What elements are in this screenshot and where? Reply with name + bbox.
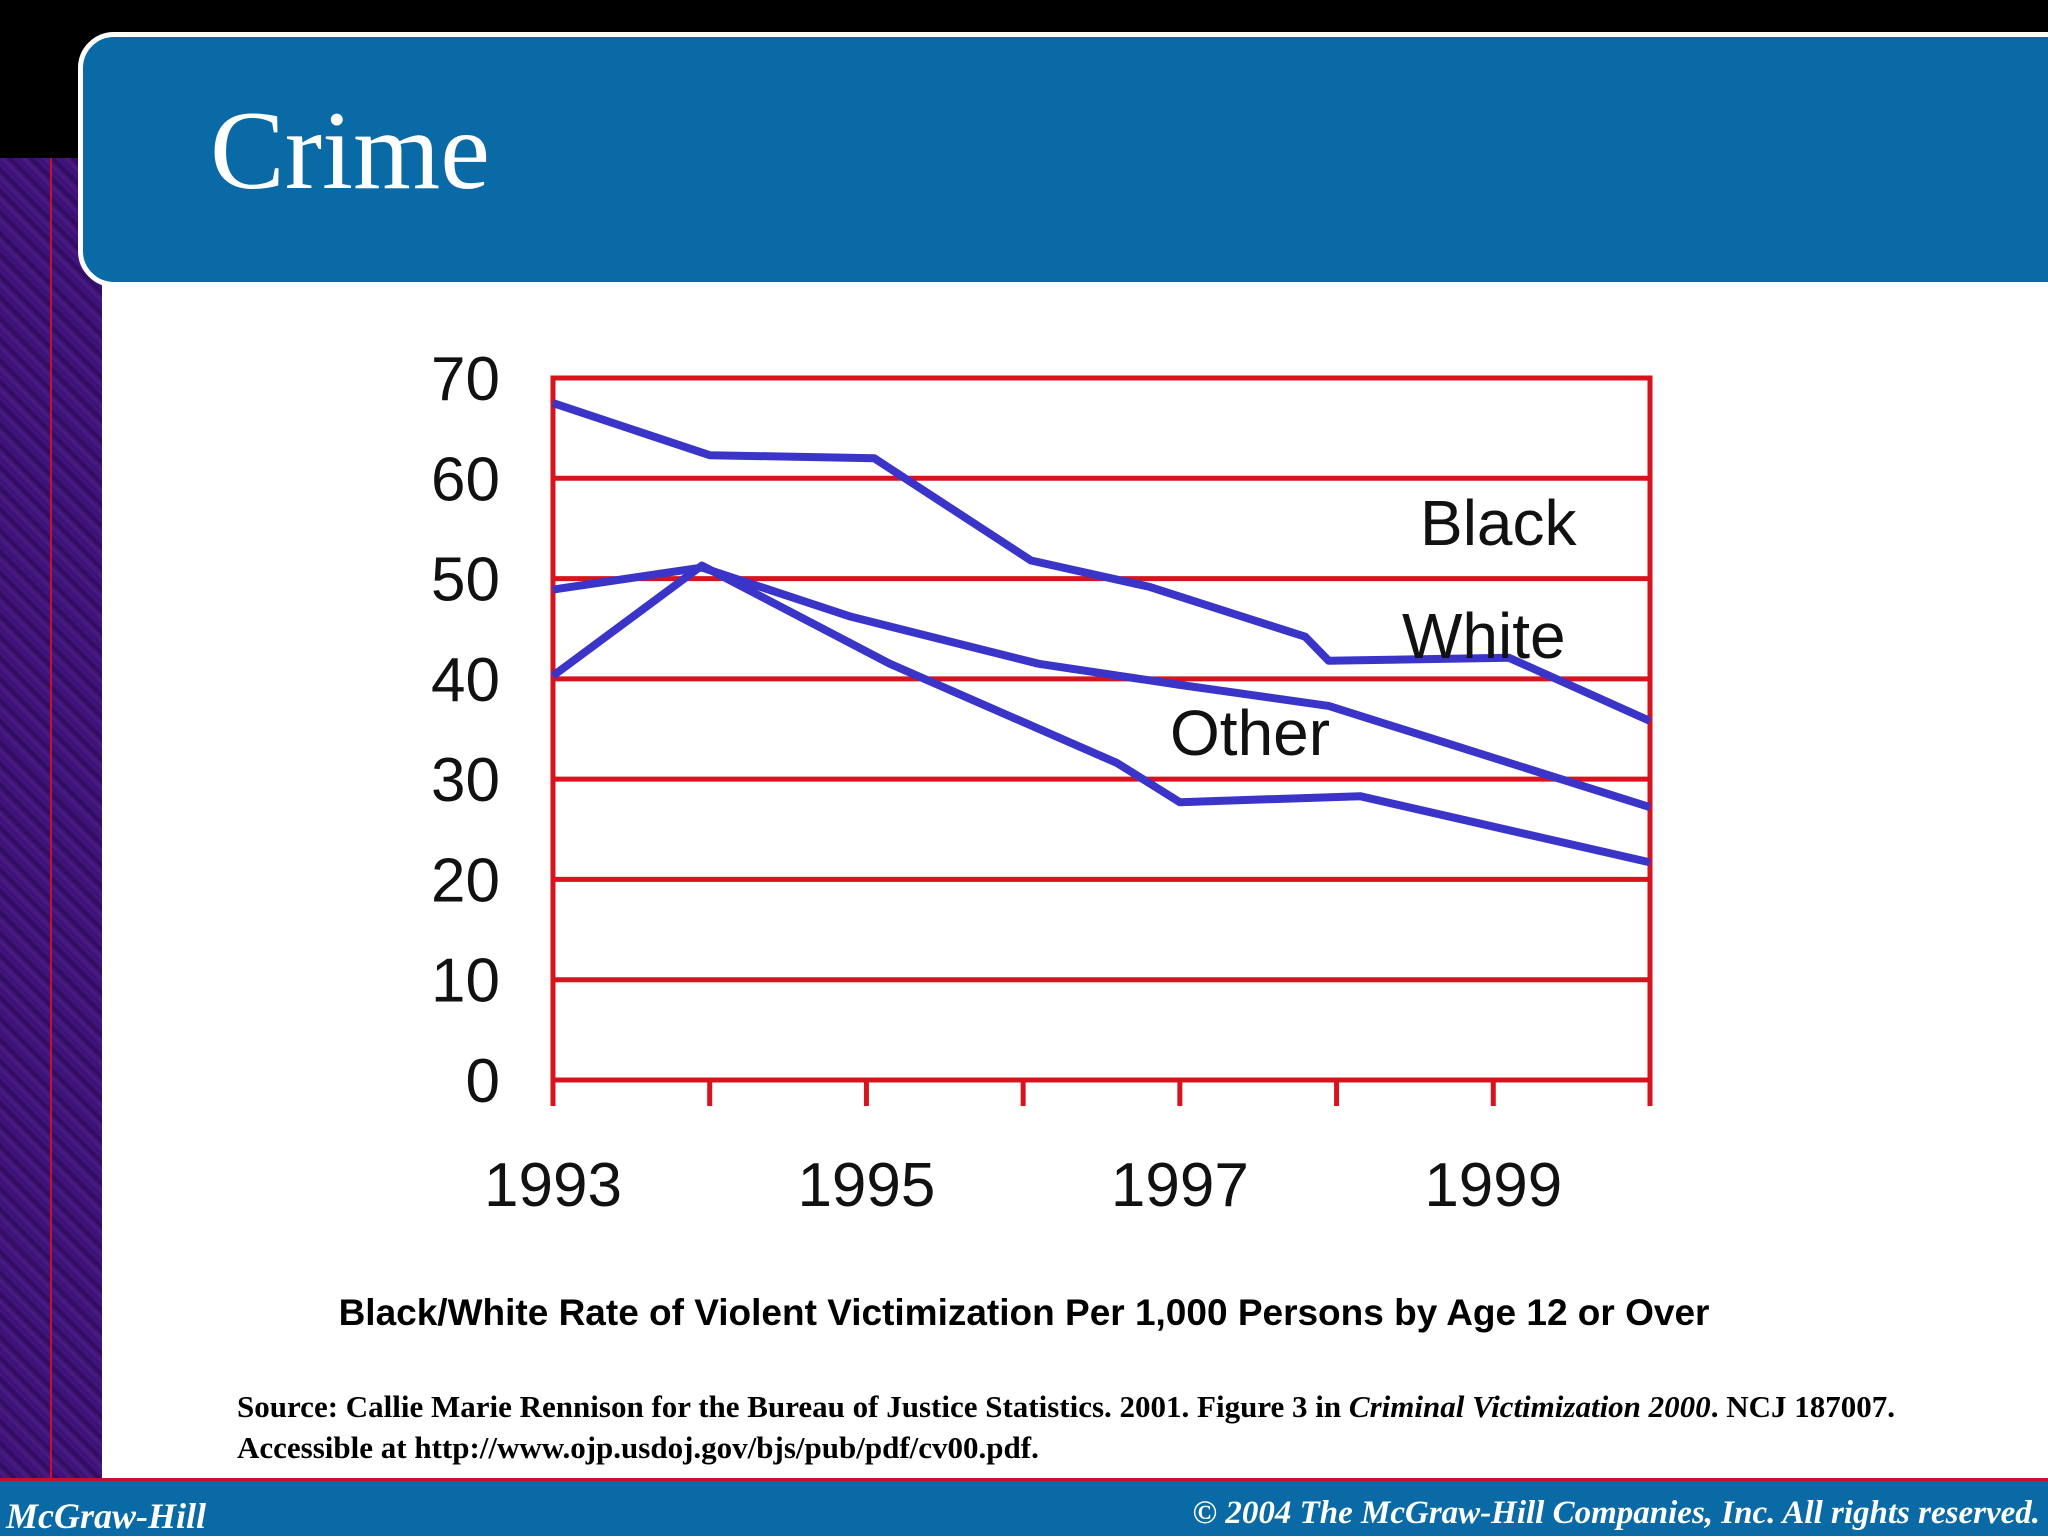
source-prefix: Source: Callie Marie Rennison for the Bu… bbox=[237, 1389, 1349, 1424]
grid-layer bbox=[550, 375, 1653, 1106]
y-tick-label: 50 bbox=[431, 546, 500, 615]
y-tick-label: 70 bbox=[431, 345, 500, 414]
y-tick-label: 20 bbox=[431, 846, 500, 915]
y-tick-label: 60 bbox=[431, 445, 500, 514]
tick-label-layer: 0 10 20 30 40 50 60 70 1993 1995 1997 1999 bbox=[431, 345, 1562, 1220]
y-tick-label: 0 bbox=[466, 1047, 500, 1116]
line-chart: 0 10 20 30 40 50 60 70 1993 1995 1997 1999 Black Whi… bbox=[431, 345, 1653, 1220]
left-decorative-strip bbox=[0, 158, 102, 1478]
x-tick-label: 1993 bbox=[484, 1151, 622, 1220]
series-label-black: Black bbox=[1420, 487, 1578, 559]
y-tick-label: 30 bbox=[431, 746, 500, 815]
series-label-layer: Black White Other bbox=[1170, 487, 1578, 769]
x-tick-label: 1999 bbox=[1424, 1151, 1562, 1220]
title-bar bbox=[78, 32, 2048, 287]
chart-caption: Black/White Rate of Violent Victimizatio… bbox=[338, 1292, 1710, 1333]
series-label-other: Other bbox=[1170, 697, 1330, 769]
y-tick-label: 40 bbox=[431, 646, 500, 715]
y-tick-label: 10 bbox=[431, 947, 500, 1016]
series-layer bbox=[550, 399, 1652, 867]
x-tick-label: 1997 bbox=[1111, 1151, 1249, 1220]
footer-bar: McGraw-Hill © 2004 The McGraw-Hill Compa… bbox=[0, 1478, 2048, 1536]
copyright-notice: © 2004 The McGraw-Hill Companies, Inc. A… bbox=[1192, 1495, 2040, 1531]
publisher-name: McGraw-Hill bbox=[6, 1496, 207, 1536]
x-tick-label: 1995 bbox=[797, 1151, 935, 1220]
series-line-black bbox=[551, 399, 1652, 725]
slide-title: Crime bbox=[210, 89, 490, 213]
source-title: Criminal Victimization 2000 bbox=[1348, 1389, 1711, 1424]
plot-frame bbox=[550, 375, 1653, 1083]
source-citation: Source: Callie Marie Rennison for the Bu… bbox=[237, 1386, 1937, 1468]
series-label-white: White bbox=[1402, 600, 1566, 672]
source-suffix: . NCJ 187007. Accessible at http://www.o… bbox=[237, 1389, 1895, 1465]
series-line-other bbox=[550, 561, 1651, 867]
